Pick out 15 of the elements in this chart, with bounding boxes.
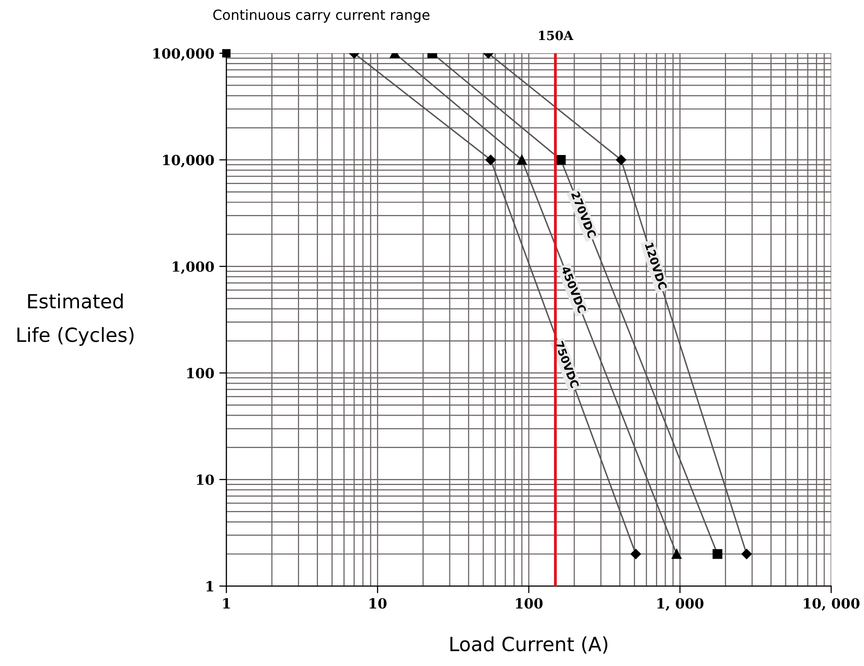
- x-tick-label: 100: [516, 598, 543, 609]
- x-tick-label: 10, 000: [804, 598, 860, 611]
- x-tick-label: 1: [223, 598, 230, 608]
- x-axis-title: Load Current (A): [450, 636, 608, 654]
- y-tick-label: 100: [187, 368, 214, 378]
- y-tick-label: 1,000: [172, 261, 214, 274]
- x-tick-label: 10: [370, 598, 387, 609]
- y-tick-label: 1: [206, 581, 214, 592]
- y-tick-label: 10: [196, 474, 214, 485]
- y-tick-label: 100,000: [153, 48, 214, 61]
- y-tick-label: 10,000: [163, 154, 214, 168]
- annotation: Continuous carry current range: [213, 9, 430, 23]
- y-axis-title: Estimated Life (Cycles): [17, 293, 134, 346]
- ref-line-label: 150A: [539, 30, 574, 40]
- x-tick-label: 1, 000: [658, 598, 704, 611]
